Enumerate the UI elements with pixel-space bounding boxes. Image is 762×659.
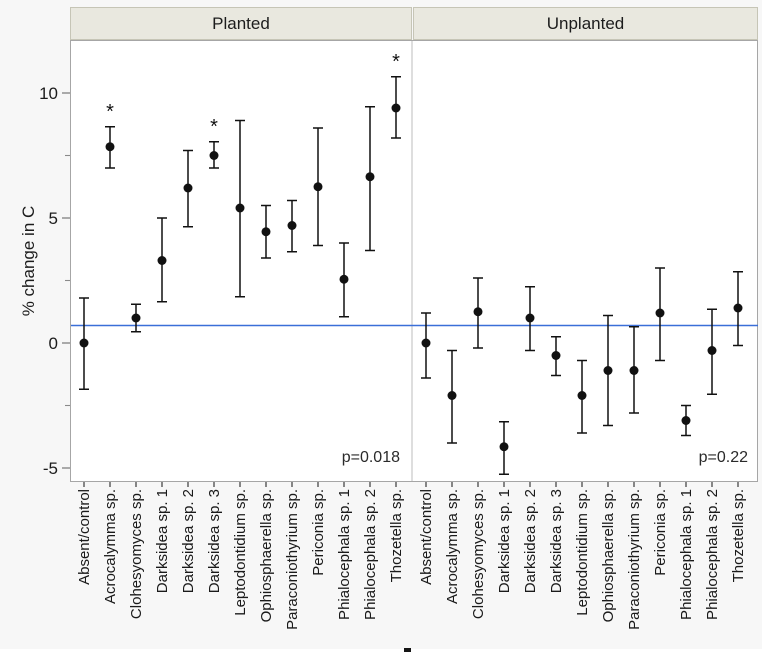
data-point xyxy=(79,338,89,348)
x-category-label: Phialocephala sp. 1 xyxy=(336,489,353,620)
data-point xyxy=(603,366,613,375)
data-point xyxy=(629,366,639,375)
x-category-label: Ophiosphaerella sp. xyxy=(258,489,275,622)
x-axis-title-clipped xyxy=(404,648,411,652)
significance-star: * xyxy=(106,101,114,123)
x-category-label: Absent/control xyxy=(418,489,435,585)
data-point xyxy=(131,313,141,323)
x-category-label: Absent/control xyxy=(76,489,93,585)
data-point xyxy=(577,391,587,400)
y-tick-label: 10 xyxy=(39,84,58,103)
x-category-label: Clohesyomyces sp. xyxy=(470,489,487,619)
y-tick-label: 0 xyxy=(49,334,58,353)
data-point xyxy=(235,203,245,213)
data-point xyxy=(473,307,483,317)
y-axis-title: % change in C xyxy=(19,206,38,317)
data-point xyxy=(105,142,115,152)
x-category-label: Darksidea sp. 2 xyxy=(180,489,197,593)
x-category-label: Paraconiothyrium sp. xyxy=(284,489,301,630)
y-tick-label: -5 xyxy=(43,459,58,478)
x-category-label: Phialocephala sp. 1 xyxy=(678,489,695,620)
data-point xyxy=(499,442,509,452)
panel-header-unplanted-label: Unplanted xyxy=(546,13,625,33)
x-category-label: Darksidea sp. 2 xyxy=(522,489,539,593)
significance-star: * xyxy=(392,51,400,73)
significance-star: * xyxy=(210,116,218,138)
generated-chart-layer: -5 0 5 10 Absent/control * Acrocalymma sp. Cloh… xyxy=(39,41,758,630)
x-category-label: Phialocephala sp. 2 xyxy=(704,489,721,620)
data-point xyxy=(183,183,193,193)
data-point xyxy=(365,172,375,182)
data-point xyxy=(655,308,665,318)
data-point xyxy=(339,274,349,284)
y-tick-label: 5 xyxy=(49,209,58,228)
x-category-label: Darksidea sp. 1 xyxy=(496,489,513,593)
data-point xyxy=(681,416,691,425)
data-point xyxy=(733,303,743,313)
x-category-label: Darksidea sp. 1 xyxy=(154,489,171,593)
x-category-label: Periconia sp. xyxy=(310,489,327,576)
data-point xyxy=(421,338,431,348)
data-point xyxy=(287,221,297,230)
x-category-label: Darksidea sp. 3 xyxy=(548,489,565,593)
x-category-label: Acrocalymma sp. xyxy=(102,489,119,604)
data-point xyxy=(313,182,323,192)
data-point xyxy=(707,346,717,355)
data-point xyxy=(261,227,271,237)
data-point xyxy=(551,351,561,360)
x-category-label: Periconia sp. xyxy=(652,489,669,576)
x-category-label: Paraconiothyrium sp. xyxy=(626,489,643,630)
x-category-label: Leptodontidium sp. xyxy=(232,489,249,616)
data-point xyxy=(209,151,219,160)
x-category-label: Leptodontidium sp. xyxy=(574,489,591,616)
panel-header-planted: Planted xyxy=(70,7,412,40)
p-value-planted: p=0.018 xyxy=(342,449,400,466)
x-category-label: Thozetella sp. xyxy=(388,489,405,582)
panel-header-unplanted: Unplanted xyxy=(413,7,758,40)
x-category-label: Clohesyomyces sp. xyxy=(128,489,145,619)
data-point xyxy=(447,391,457,400)
x-category-label: Acrocalymma sp. xyxy=(444,489,461,604)
data-point xyxy=(391,103,401,113)
panel-header-planted-label: Planted xyxy=(212,13,270,33)
bottom-margin-strip xyxy=(0,649,762,659)
x-category-label: Darksidea sp. 3 xyxy=(206,489,223,593)
p-value-unplanted: p=0.22 xyxy=(699,449,748,466)
x-category-label: Thozetella sp. xyxy=(730,489,747,582)
data-point xyxy=(157,256,167,265)
x-category-label: Phialocephala sp. 2 xyxy=(362,489,379,620)
x-category-label: Ophiosphaerella sp. xyxy=(600,489,617,622)
plot-area xyxy=(70,40,758,482)
data-point xyxy=(525,313,535,323)
